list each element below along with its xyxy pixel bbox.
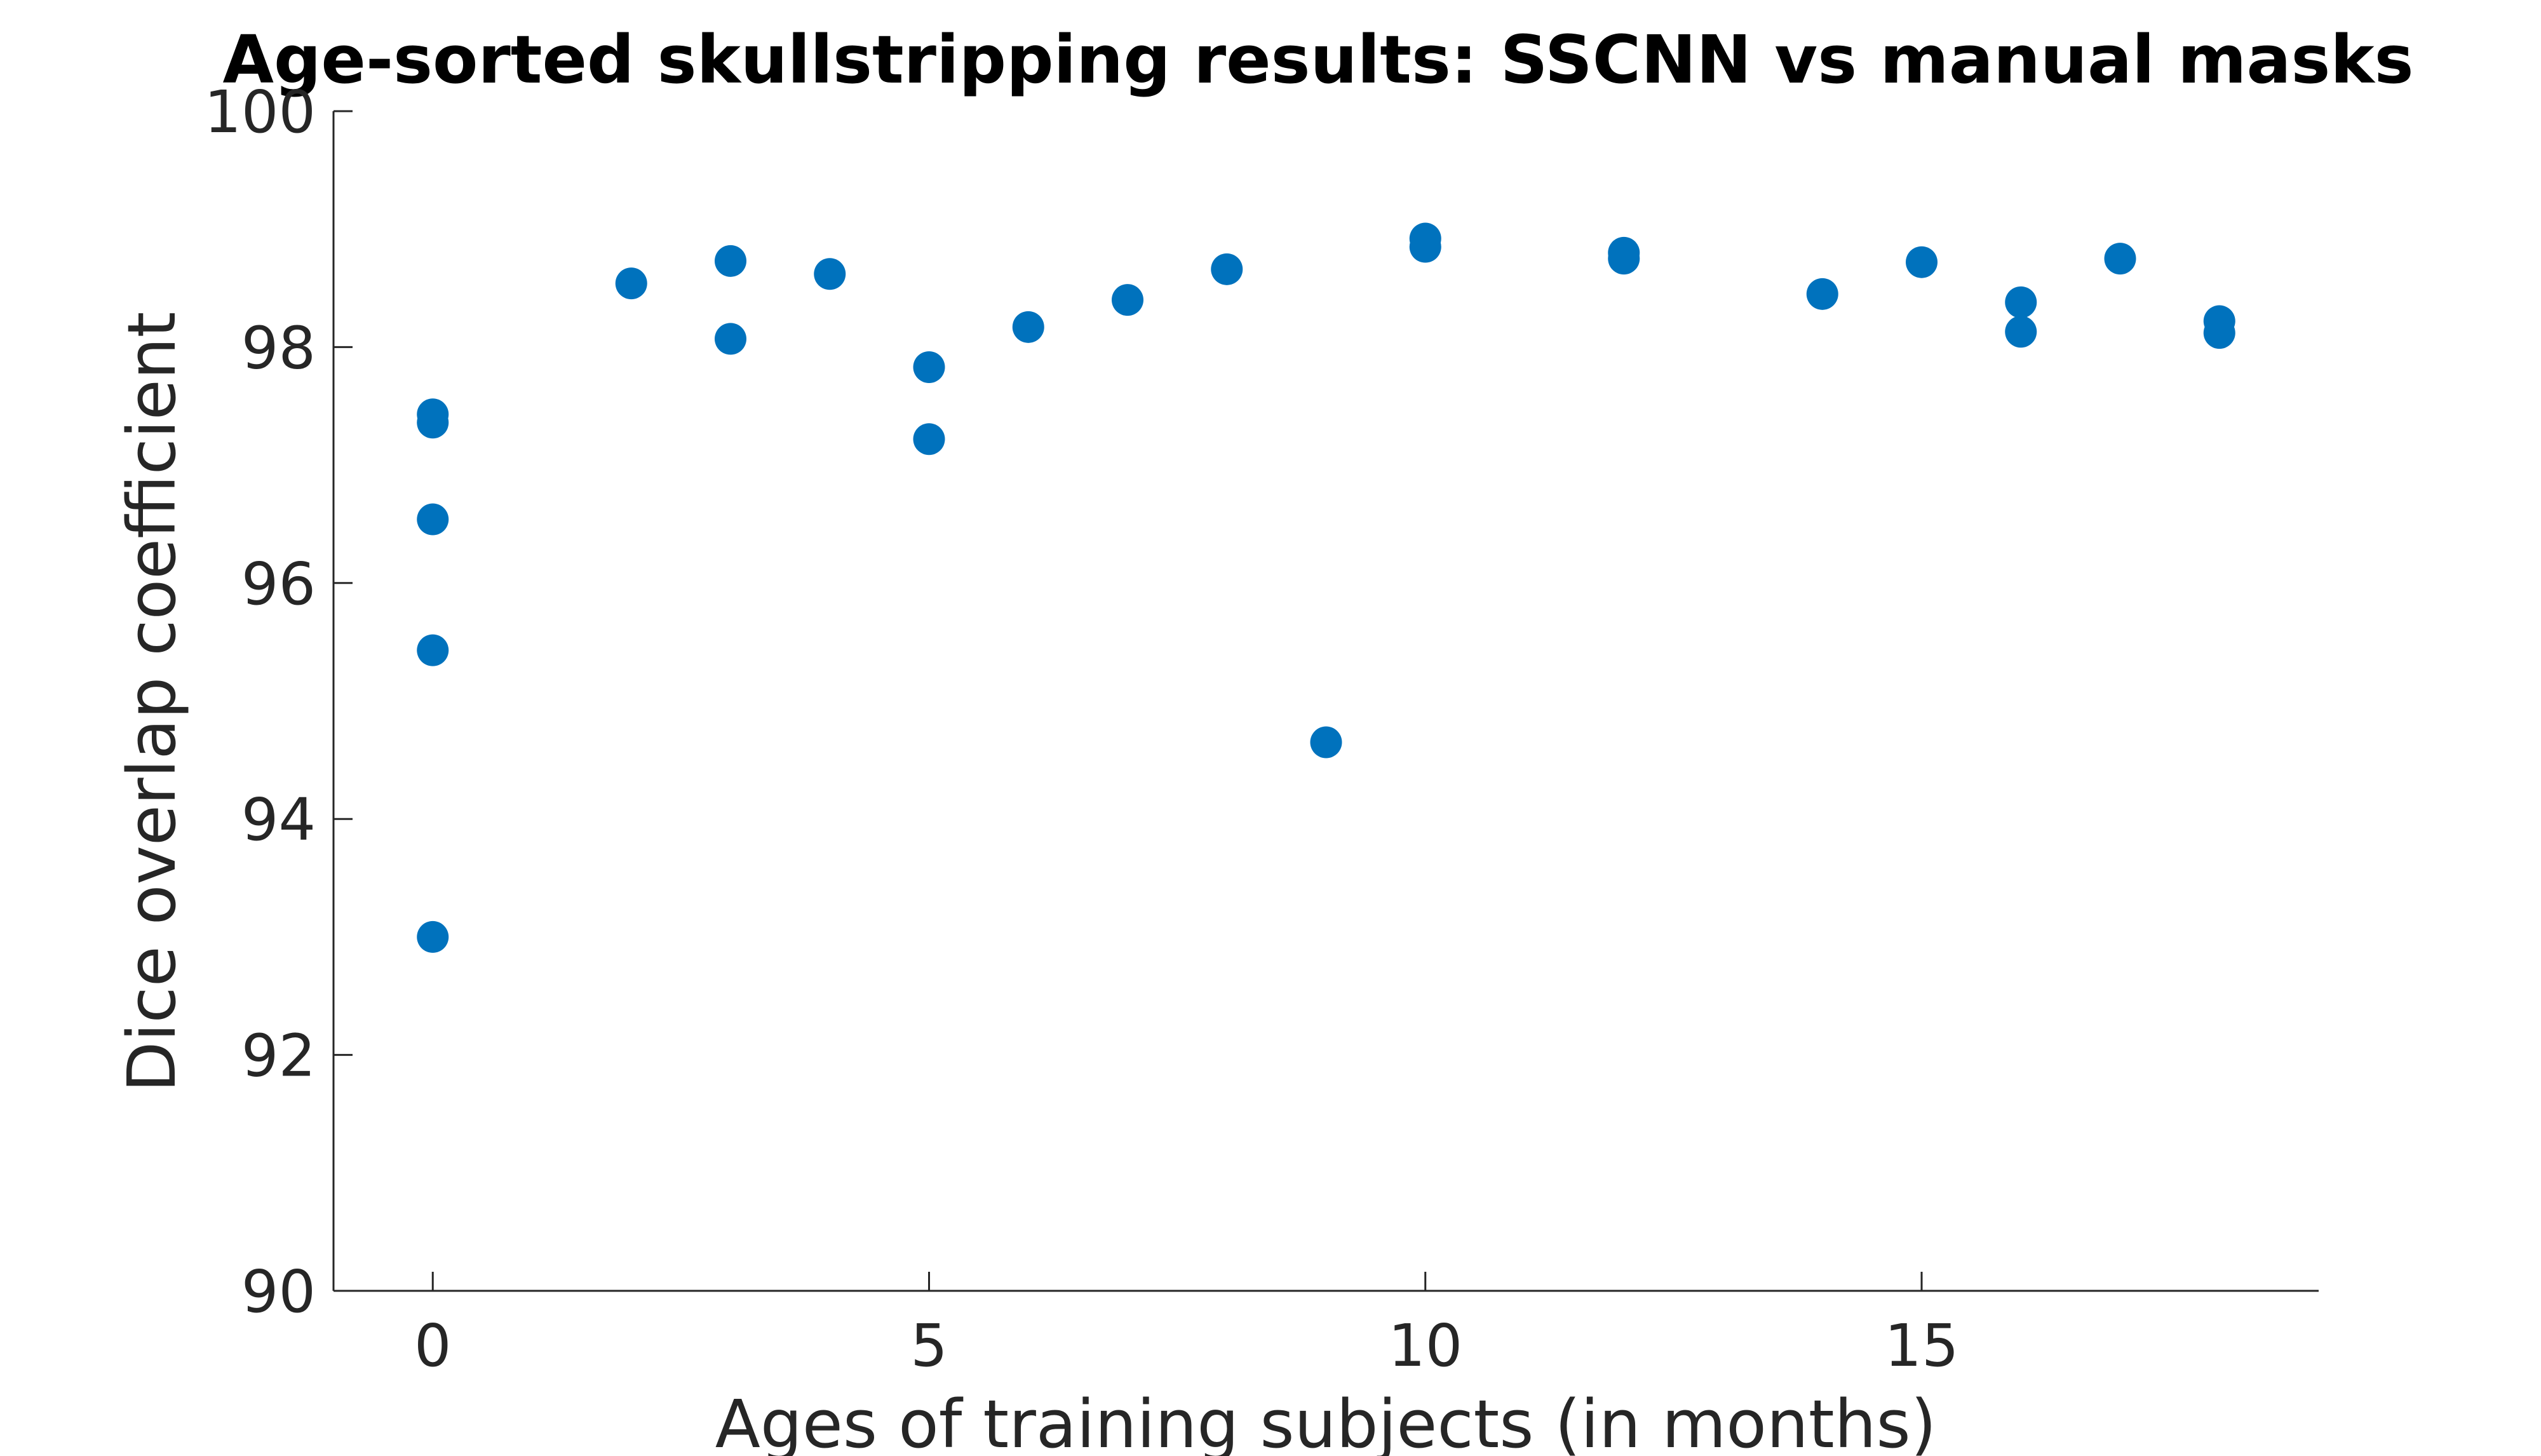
x-tick-label: 0	[414, 1312, 452, 1380]
y-ticks: 90 92 94 96 98 100	[204, 78, 353, 1326]
data-point	[1112, 284, 1143, 316]
y-tick-label: 90	[241, 1258, 316, 1326]
x-axis-label: Ages of training subjects (in months)	[715, 1385, 1937, 1456]
data-point	[1906, 246, 1938, 278]
data-point	[1409, 231, 1441, 263]
data-point	[715, 323, 746, 355]
x-ticks: 0 5 10 15	[414, 1272, 1959, 1380]
data-point	[1310, 726, 1342, 758]
data-point	[2005, 316, 2037, 348]
y-axis-label: Dice overlap coefficient	[113, 312, 191, 1093]
data-point	[1806, 278, 1838, 310]
data-point	[1608, 243, 1640, 275]
data-points	[417, 222, 2235, 953]
data-point	[913, 351, 945, 383]
x-tick-label: 10	[1388, 1312, 1462, 1380]
data-point	[2005, 286, 2037, 318]
data-point	[715, 245, 746, 277]
data-point	[2104, 243, 2136, 275]
axes	[332, 111, 2319, 1292]
data-point	[417, 503, 449, 536]
x-tick-label: 5	[910, 1312, 948, 1380]
data-point	[417, 407, 449, 439]
y-tick-label: 100	[204, 78, 316, 146]
data-point	[1211, 253, 1243, 285]
data-point	[2203, 317, 2235, 349]
y-tick-label: 98	[241, 314, 316, 382]
y-tick-label: 94	[241, 786, 316, 854]
x-tick-label: 15	[1884, 1312, 1958, 1380]
data-point	[1012, 311, 1044, 343]
chart-title: Age-sorted skullstripping results: SSCNN…	[222, 21, 2413, 98]
data-point	[913, 423, 945, 455]
y-tick-label: 92	[241, 1022, 316, 1090]
data-point	[417, 920, 449, 953]
data-point	[814, 258, 846, 290]
data-point	[615, 267, 647, 300]
y-tick-label: 96	[241, 550, 316, 618]
data-point	[417, 634, 449, 666]
